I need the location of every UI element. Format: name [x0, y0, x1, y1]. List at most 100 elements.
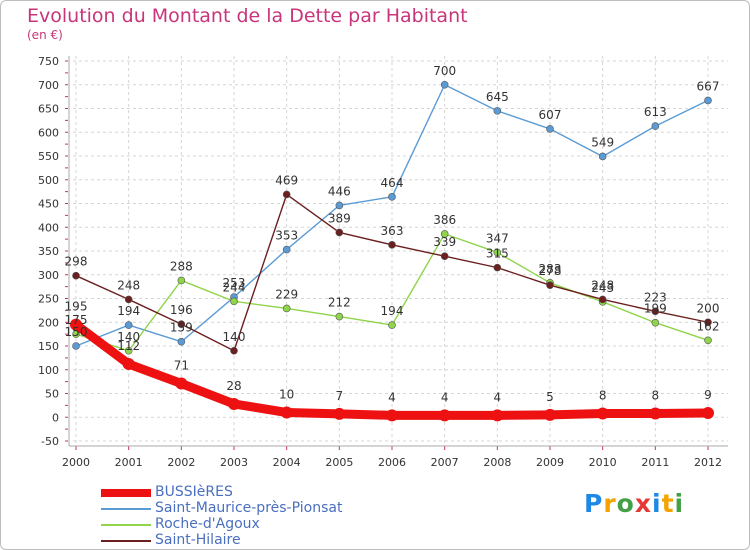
y-tick-label: 350 — [38, 245, 59, 258]
data-point-s3-11 — [651, 307, 660, 316]
data-point-s3-2 — [177, 320, 186, 328]
data-point-s0-11 — [649, 407, 662, 420]
data-point-s2-8 — [493, 248, 502, 257]
data-label-s3-4: 469 — [275, 173, 298, 187]
data-label-s3-8: 315 — [486, 247, 509, 261]
x-tick-label: 2008 — [483, 456, 511, 469]
y-tick-label: 750 — [38, 55, 59, 68]
data-point-s0-1 — [122, 358, 135, 371]
data-label-s0-1: 112 — [117, 339, 140, 353]
data-point-s3-3 — [230, 346, 238, 355]
data-label-s1-8: 645 — [486, 90, 509, 104]
y-tick-label: 200 — [38, 316, 59, 329]
data-label-s0-9: 5 — [546, 390, 554, 404]
data-point-s2-1 — [124, 346, 133, 355]
data-label-s2-12: 162 — [697, 319, 720, 333]
data-label-s3-7: 339 — [433, 235, 456, 249]
data-label-s3-10: 248 — [591, 278, 614, 292]
data-label-s3-1: 248 — [117, 278, 140, 292]
y-tick-label: 250 — [38, 293, 59, 306]
data-point-s1-7 — [440, 80, 449, 89]
legend-label: BUSSIèRES — [155, 484, 233, 500]
data-point-s1-11 — [651, 122, 660, 130]
data-label-s1-6: 464 — [381, 176, 404, 190]
x-tick-label: 2000 — [62, 456, 90, 469]
x-tick-label: 2003 — [220, 456, 248, 469]
data-point-s0-7 — [438, 409, 451, 422]
data-label-s2-10: 243 — [591, 281, 614, 295]
data-label-s2-7: 386 — [433, 213, 456, 227]
logo-letter: x — [634, 489, 652, 518]
y-tick-label: 0 — [52, 411, 59, 424]
data-label-s3-12: 200 — [697, 301, 720, 315]
y-tick-label: 150 — [38, 340, 59, 353]
chart-subtitle: (en €) — [27, 28, 63, 42]
data-point-s3-1 — [124, 295, 133, 304]
logo-letter: i — [652, 489, 662, 518]
data-label-s1-10: 549 — [591, 135, 614, 149]
legend-swatch — [101, 540, 151, 542]
data-label-s2-2: 288 — [170, 259, 193, 273]
data-label-s1-9: 607 — [539, 108, 562, 122]
data-point-s3-10 — [598, 295, 607, 304]
data-label-s1-4: 353 — [275, 229, 298, 243]
data-point-s1-0 — [72, 342, 80, 350]
data-label-s0-7: 4 — [441, 390, 449, 404]
legend-label: Saint-Maurice-près-Pionsat — [155, 500, 343, 516]
data-point-s1-4 — [282, 245, 291, 254]
data-point-s3-7 — [440, 252, 449, 261]
x-tick-label: 2012 — [694, 456, 722, 469]
data-label-s3-11: 223 — [644, 290, 667, 304]
data-label-s1-5: 446 — [328, 184, 351, 198]
chart-title: Evolution du Montant de la Dette par Hab… — [27, 5, 468, 27]
data-label-s1-1: 194 — [117, 304, 140, 318]
data-label-s0-11: 8 — [652, 388, 660, 402]
data-label-s2-6: 194 — [381, 304, 404, 318]
data-point-s2-6 — [388, 321, 396, 329]
data-label-s2-1: 140 — [117, 330, 140, 344]
data-point-s2-5 — [335, 312, 344, 321]
logo-letter: r — [603, 489, 617, 518]
data-point-s2-4 — [282, 304, 291, 313]
data-label-s3-6: 363 — [381, 224, 404, 238]
x-tick-label: 2010 — [589, 456, 617, 469]
x-tick-label: 2002 — [167, 456, 195, 469]
data-point-s3-8 — [493, 263, 502, 272]
data-point-s1-2 — [177, 337, 186, 346]
data-label-s0-4: 10 — [279, 388, 294, 402]
data-point-s2-12 — [704, 336, 712, 345]
data-label-s3-3: 140 — [223, 330, 246, 344]
data-point-s0-5 — [333, 407, 346, 420]
data-point-s3-6 — [388, 241, 396, 249]
data-label-s0-12: 9 — [704, 388, 712, 402]
data-label-s1-3: 253 — [223, 276, 246, 290]
data-label-s1-2: 159 — [170, 321, 193, 335]
x-tick-label: 2001 — [115, 456, 143, 469]
data-point-s2-7 — [440, 230, 449, 238]
legend-swatch — [101, 508, 151, 510]
legend-label: Roche-d'Agoux — [155, 516, 260, 532]
legend-label: Saint-Hilaire — [155, 532, 241, 548]
logo-letter: o — [616, 489, 635, 518]
y-tick-label: 500 — [38, 174, 59, 187]
logo-letter: i — [674, 489, 685, 518]
legend-swatch — [101, 489, 151, 497]
data-point-s3-5 — [335, 228, 344, 237]
data-point-s1-10 — [598, 152, 607, 161]
data-label-s3-0: 298 — [65, 255, 88, 269]
data-label-s2-4: 229 — [275, 287, 298, 301]
data-point-s0-4 — [280, 406, 293, 419]
data-point-s3-12 — [704, 318, 712, 327]
logo-letter: P — [584, 489, 604, 518]
data-label-s0-2: 71 — [174, 359, 189, 373]
legend-swatch — [101, 524, 151, 526]
data-point-s1-8 — [493, 107, 502, 115]
data-labels: 195 112 71 28 10 7 4 4 4 5 8 8 9 150 194 159 253 353 446 46… — [65, 64, 720, 405]
y-tick-label: 700 — [38, 79, 59, 92]
data-point-s2-2 — [177, 276, 186, 285]
data-label-s0-6: 4 — [388, 390, 396, 404]
data-point-s0-8 — [491, 409, 504, 422]
y-tick-label: 650 — [38, 103, 59, 116]
